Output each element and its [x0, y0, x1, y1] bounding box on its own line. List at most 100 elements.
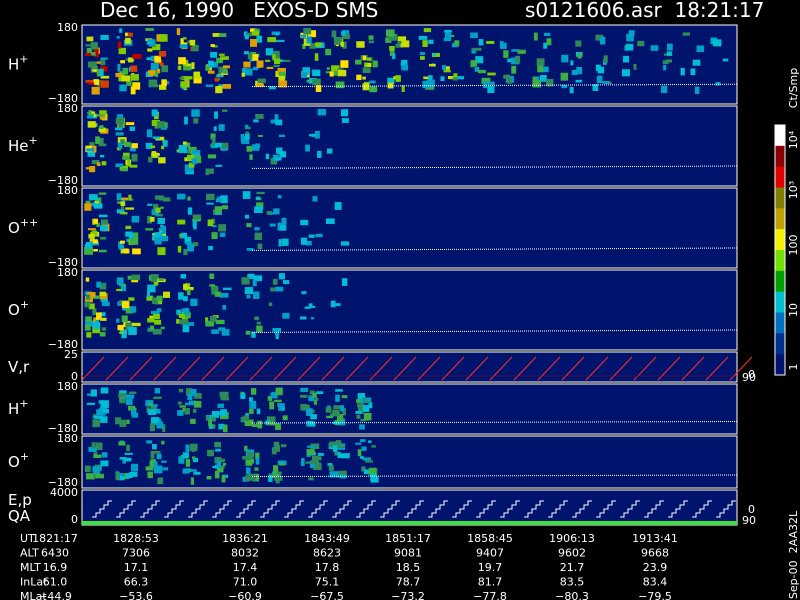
spectrogram-cell: [268, 86, 276, 90]
species: O: [8, 301, 20, 319]
spectrogram-cell: [243, 51, 249, 55]
spectrogram-cell: [244, 287, 254, 295]
spectrogram-cell: [577, 52, 582, 59]
spectrogram-cell: [222, 305, 227, 310]
spectrogram-cell: [282, 415, 288, 421]
spectrogram-cell: [188, 162, 195, 168]
spectrogram-cell: [570, 60, 574, 66]
species: V,r: [8, 358, 30, 376]
spectrogram-cell: [256, 196, 260, 200]
spectrogram-cell: [454, 40, 460, 46]
spectrogram-cell: [401, 85, 405, 93]
spectrogram-cell: [314, 130, 320, 139]
cell: −60.9: [228, 590, 262, 600]
trace-line: [251, 474, 738, 478]
spectrogram-cell: [216, 57, 224, 64]
spectrogram-cell: [387, 77, 395, 84]
spectrogram-cell: [84, 465, 91, 473]
spectrogram-cell: [256, 321, 261, 325]
spectrogram-cell: [218, 224, 227, 232]
spectrogram-cell: [159, 62, 164, 67]
spectrogram-cell: [87, 228, 96, 231]
spectrogram-cell: [118, 393, 126, 398]
spectrogram-cell: [116, 288, 122, 292]
spectrogram-cell: [130, 65, 138, 72]
spectrogram-cell: [162, 197, 171, 202]
spectrogram-cell: [243, 61, 251, 68]
spectrogram-cell: [93, 452, 98, 456]
spectrogram-cell: [592, 84, 599, 92]
spectrogram-cell: [131, 279, 139, 283]
spectrogram-cell: [597, 66, 605, 74]
spectrogram-cell: [123, 248, 129, 254]
spectrogram-cell: [211, 137, 216, 146]
spectrogram-cell: [274, 114, 279, 120]
spectrogram-cell: [190, 388, 197, 396]
spectrogram-cell: [192, 457, 199, 463]
row-label: ALT: [20, 547, 39, 560]
spectrogram-cell: [333, 71, 338, 76]
spectrogram-cell: [595, 64, 601, 72]
trace-line: [251, 83, 738, 88]
spectrogram-cell: [395, 43, 402, 48]
spectrogram-cell: [273, 208, 280, 215]
cell: 9602: [558, 547, 586, 560]
species: H: [8, 400, 19, 418]
spectrogram-cell: [147, 284, 156, 293]
spectrogram-cell: [98, 192, 107, 195]
spectrogram-cell: [177, 410, 184, 416]
spectrogram-cell: [246, 126, 251, 130]
spectrogram-cell: [362, 404, 370, 412]
spectrogram-cell: [181, 86, 187, 90]
cell: 1828:53: [113, 532, 159, 545]
spectrogram-cell: [126, 419, 130, 425]
spectrogram-cell: [191, 44, 199, 52]
spectrogram-cell: [119, 457, 127, 460]
spectrogram-cell: [93, 114, 99, 117]
spectrogram-cell: [312, 78, 321, 86]
spectrogram-cell: [247, 273, 255, 280]
spectrogram-cell: [120, 284, 127, 292]
spectrogram-cell: [341, 395, 348, 399]
spectrogram-cell: [628, 30, 635, 36]
spectrogram-cell: [245, 124, 249, 130]
spectrogram-cell: [214, 111, 218, 119]
spectrogram-cell: [150, 325, 155, 331]
spectrogram-cell: [178, 145, 187, 153]
spectrogram-cell: [154, 319, 162, 325]
spectrogram-cell: [278, 59, 283, 63]
spectrogram-cell: [146, 291, 150, 298]
spectrogram-cell: [543, 32, 551, 37]
spectrogram-cell: [256, 202, 264, 210]
spectrogram-cell: [177, 219, 186, 225]
spectrogram-cell: [96, 114, 106, 117]
spectrogram-cell: [311, 133, 316, 137]
spectrogram-cell: [153, 461, 158, 466]
spectrogram-cell: [246, 223, 252, 228]
spectrogram-cell: [341, 33, 351, 40]
spectrogram-cell: [150, 405, 158, 412]
spectrogram-cell: [243, 415, 249, 422]
spectrogram-cell: [471, 48, 477, 54]
spectrogram-cell: [331, 30, 337, 38]
spectrogram-cell: [207, 219, 214, 227]
spectrogram-cell: [337, 418, 346, 426]
spectrogram-cell: [154, 388, 161, 394]
spectrogram-cell: [129, 391, 137, 394]
spectrogram-cell: [180, 38, 184, 45]
spectrogram-cell: [274, 157, 282, 161]
spectrogram-cell: [257, 78, 266, 83]
spectrogram-cell: [532, 80, 542, 88]
spectrogram-cell: [152, 44, 161, 51]
spectrogram-cell: [147, 48, 153, 52]
cell: 81.7: [478, 576, 503, 589]
spectrogram-cell: [122, 152, 130, 158]
spectrogram-cell: [281, 407, 285, 410]
spectrogram-cell: [152, 450, 161, 454]
panel: [81, 489, 738, 526]
cell: 18.5: [396, 561, 421, 574]
spectrogram-cell: [190, 418, 196, 424]
spectrogram-cell: [207, 449, 214, 457]
spectrogram-cell: [153, 278, 159, 286]
spectrogram-cell: [277, 39, 285, 42]
